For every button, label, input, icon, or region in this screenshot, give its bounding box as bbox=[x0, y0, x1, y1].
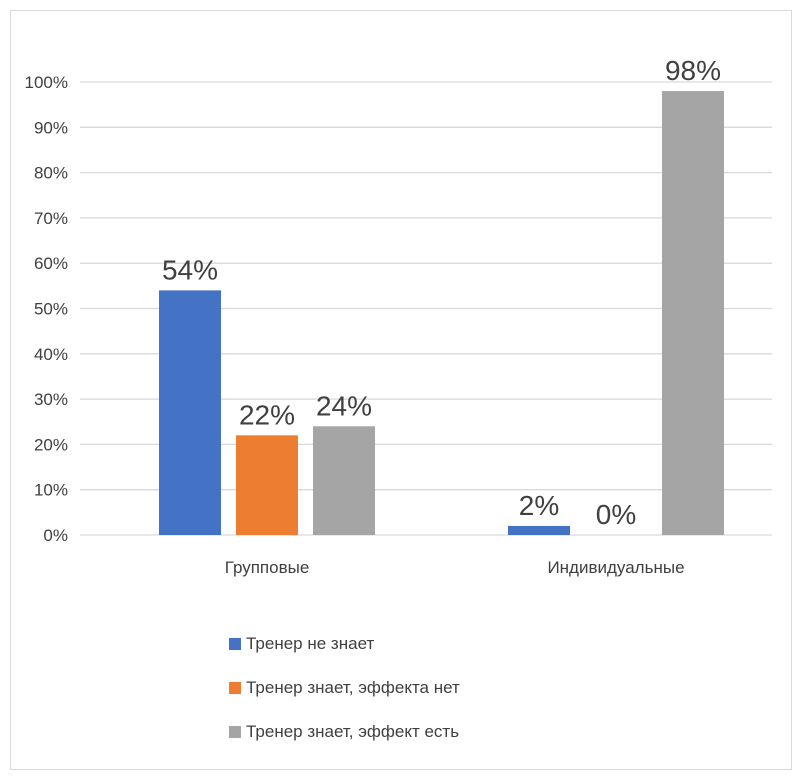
y-tick-label: 100% bbox=[25, 73, 68, 92]
data-label: 2% bbox=[519, 490, 559, 521]
y-tick-label: 90% bbox=[34, 118, 68, 137]
legend-swatch bbox=[229, 638, 241, 650]
legend-item: Тренер знает, эффекта нет bbox=[229, 666, 460, 710]
y-axis: 0% 10% 20% 30% 40% 50% 60% 70% 80% 90% 100% bbox=[25, 73, 68, 545]
data-labels: 54% 22% 24% 2% 0% 98% bbox=[162, 55, 721, 530]
bar bbox=[236, 435, 298, 535]
legend-item: Тренер знает, эффект есть bbox=[229, 710, 460, 754]
data-label: 98% bbox=[665, 55, 721, 86]
legend-label: Тренер знает, эффекта нет bbox=[246, 678, 460, 697]
bar bbox=[508, 525, 570, 535]
legend-label: Тренер не знает bbox=[246, 634, 375, 653]
legend-swatch bbox=[229, 726, 241, 738]
legend-item: Тренер не знает bbox=[229, 622, 460, 666]
bar bbox=[313, 426, 375, 535]
data-label: 54% bbox=[162, 254, 218, 285]
y-tick-label: 60% bbox=[34, 254, 68, 273]
y-tick-label: 50% bbox=[34, 300, 68, 319]
category-label: Групповые bbox=[225, 558, 310, 577]
data-label: 0% bbox=[596, 499, 636, 530]
legend: Тренер не знает Тренер знает, эффекта не… bbox=[229, 622, 460, 754]
y-tick-label: 20% bbox=[34, 435, 68, 454]
legend-label: Тренер знает, эффект есть bbox=[246, 722, 460, 741]
bars bbox=[159, 91, 724, 535]
x-axis: Групповые Индивидуальные bbox=[225, 558, 685, 577]
y-tick-label: 70% bbox=[34, 209, 68, 228]
data-label: 22% bbox=[239, 399, 295, 430]
data-label: 24% bbox=[316, 390, 372, 421]
y-tick-label: 80% bbox=[34, 164, 68, 183]
y-tick-label: 10% bbox=[34, 481, 68, 500]
y-tick-label: 30% bbox=[34, 390, 68, 409]
bar bbox=[662, 91, 724, 535]
legend-swatch bbox=[229, 682, 241, 694]
chart-border bbox=[10, 10, 792, 770]
y-tick-label: 0% bbox=[43, 526, 68, 545]
bar bbox=[159, 290, 221, 535]
category-label: Индивидуальные bbox=[547, 558, 684, 577]
y-tick-label: 40% bbox=[34, 345, 68, 364]
